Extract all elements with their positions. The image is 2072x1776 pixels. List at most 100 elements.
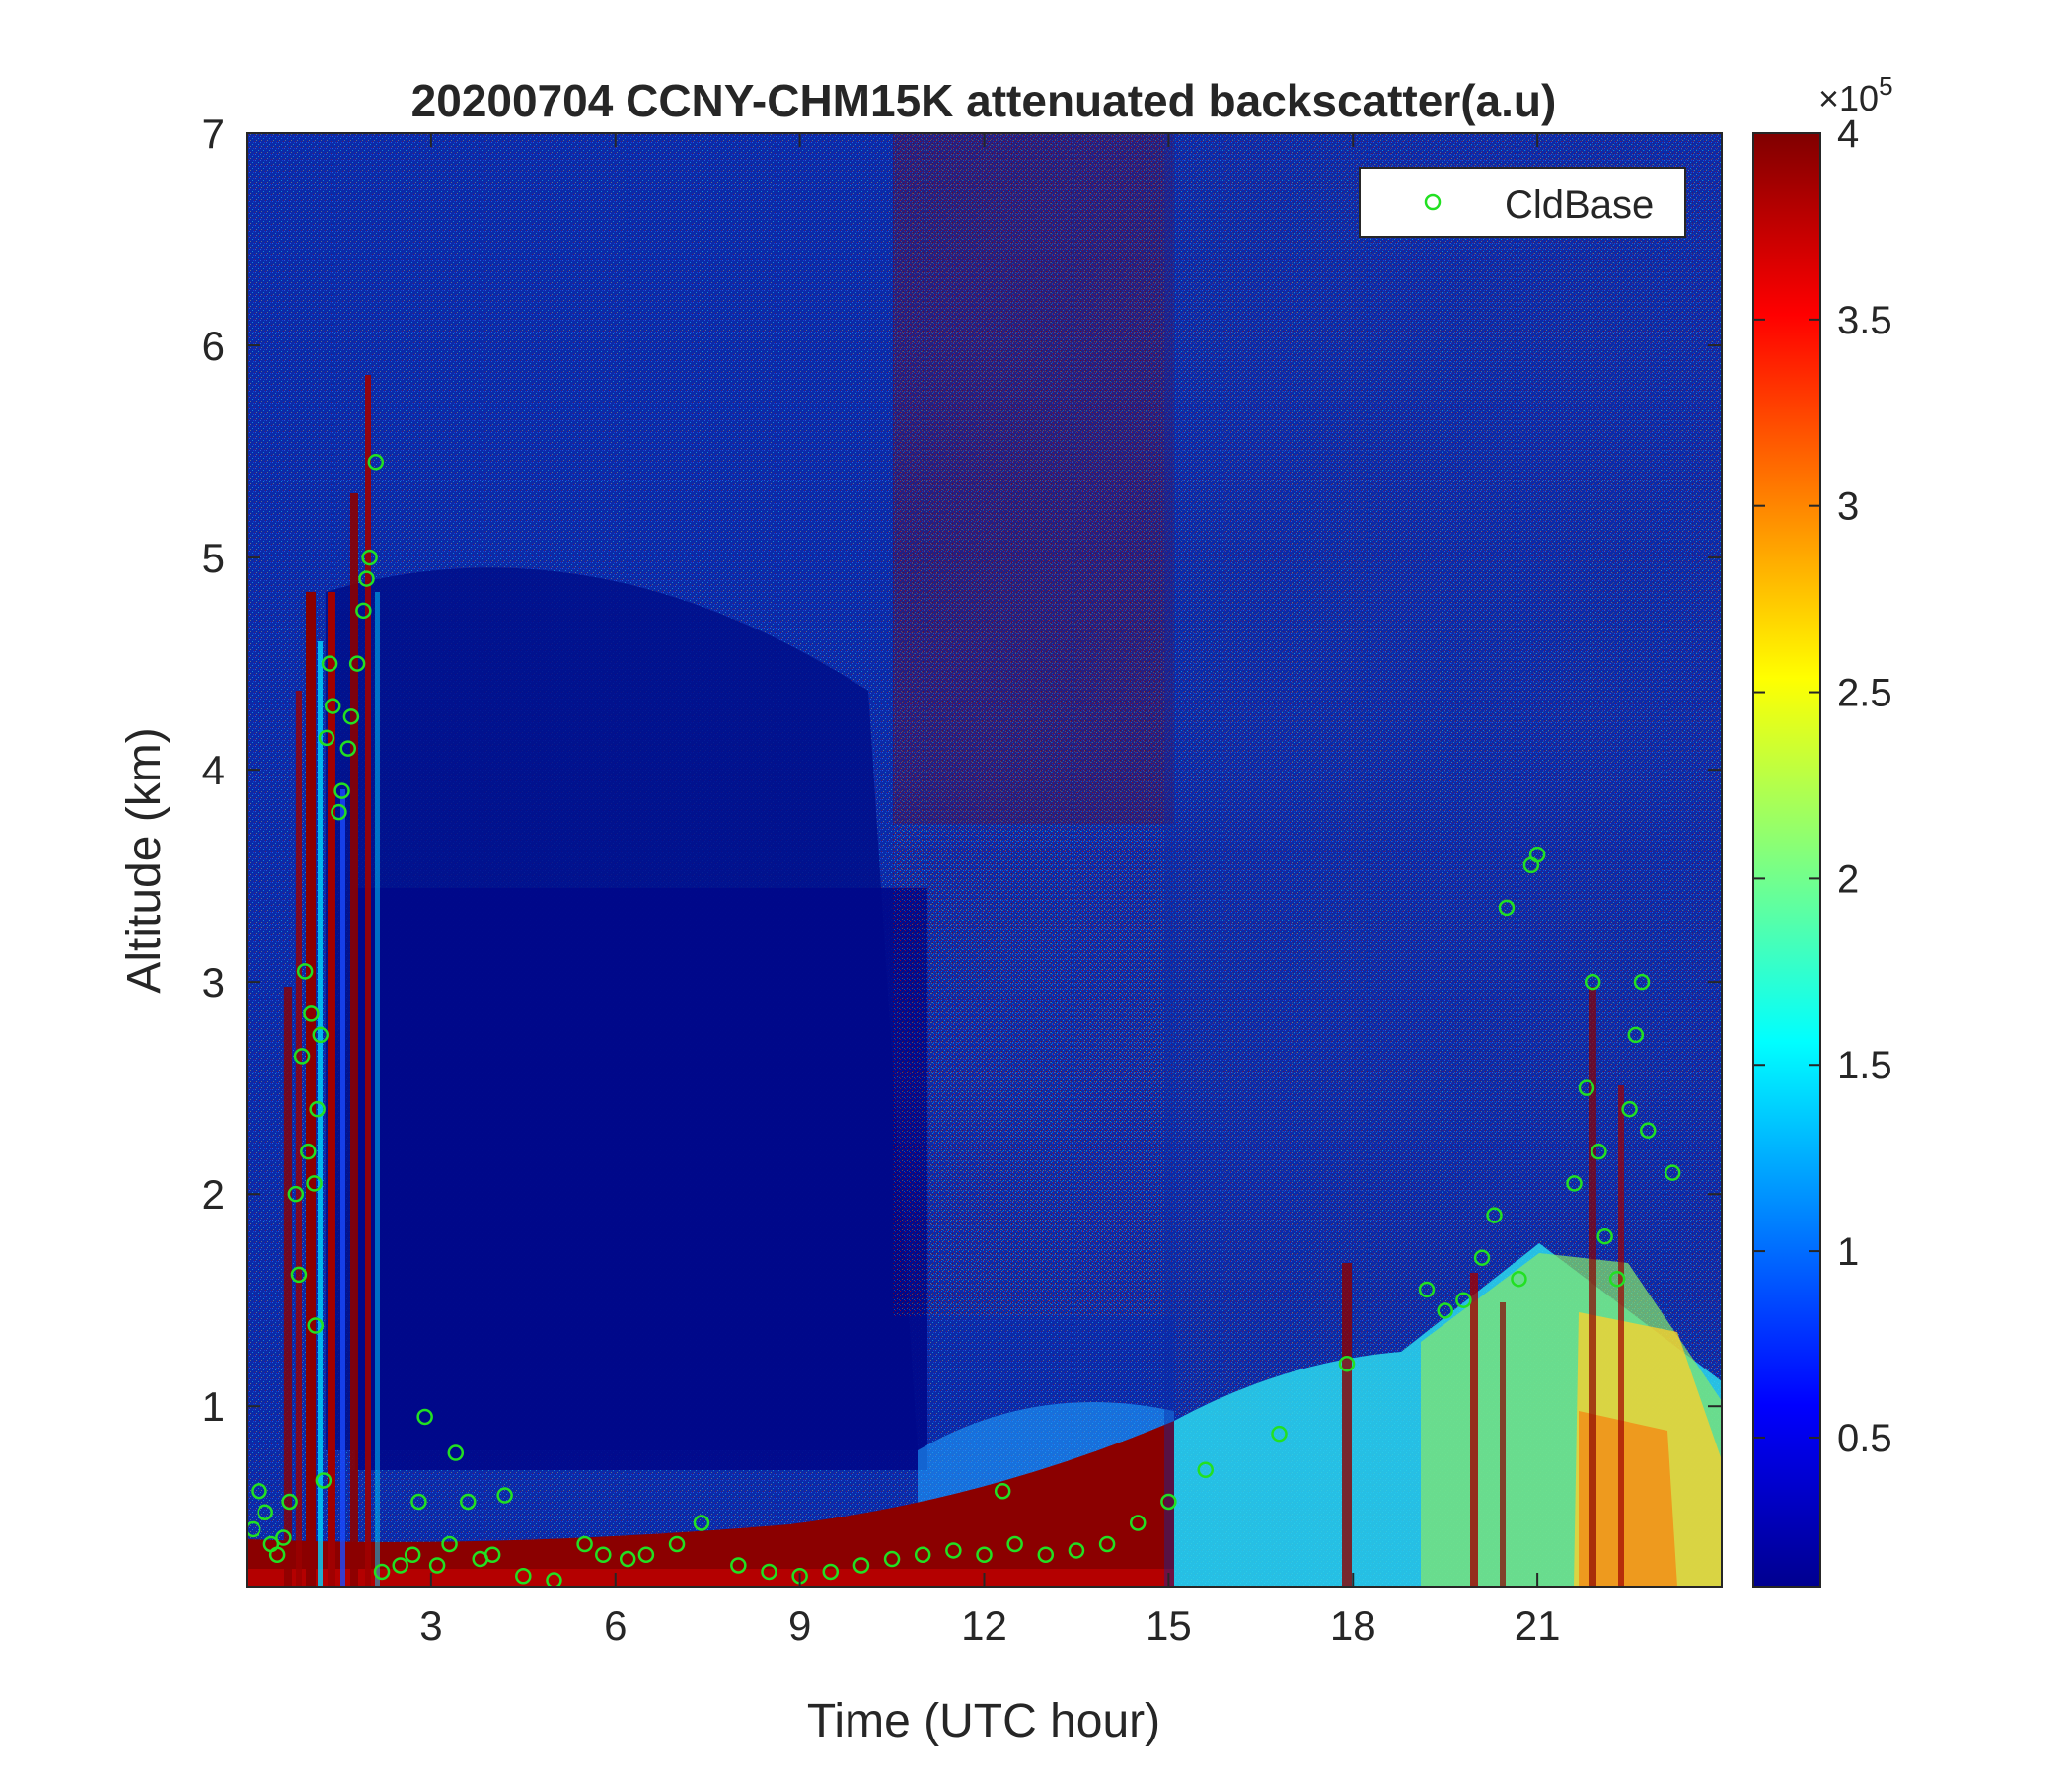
cloud-base-point bbox=[306, 1175, 323, 1192]
legend-marker-cldbase bbox=[1424, 193, 1442, 211]
cloud-base-point bbox=[296, 963, 314, 980]
y-tick-label: 1 bbox=[202, 1383, 225, 1430]
x-tick-label: 12 bbox=[961, 1602, 1007, 1649]
cloud-base-point bbox=[373, 1563, 391, 1581]
cloud-base-point bbox=[1160, 1493, 1177, 1511]
cloud-base-point bbox=[331, 803, 347, 821]
cloud-base-point bbox=[339, 740, 357, 757]
colorbar-tick-label: 3 bbox=[1837, 485, 1859, 529]
cloud-base-point bbox=[1338, 1355, 1356, 1372]
colorbar-tick-label: 1 bbox=[1837, 1230, 1859, 1274]
cloud-base-point bbox=[355, 602, 372, 620]
cloud-base-point bbox=[287, 1185, 305, 1203]
cloud-base-point bbox=[367, 454, 385, 471]
chart-title: 20200704 CCNY-CHM15K attenuated backscat… bbox=[411, 75, 1557, 126]
cloud-base-point bbox=[576, 1535, 593, 1553]
colorbar-exponent: ×105 bbox=[1818, 71, 1893, 118]
cloud-base-point bbox=[1608, 1270, 1626, 1288]
cloud-base-point bbox=[460, 1493, 477, 1511]
cloud-base-point bbox=[976, 1546, 993, 1563]
x-tick-label: 18 bbox=[1330, 1602, 1376, 1649]
cloud-base-point bbox=[300, 1143, 317, 1160]
cloud-base-point bbox=[1566, 1175, 1583, 1192]
cloud-base-point bbox=[303, 1005, 320, 1022]
colorbar-tick-label: 1.5 bbox=[1837, 1044, 1892, 1087]
cloud-base-point bbox=[1621, 1100, 1638, 1118]
cloud-base-point bbox=[1486, 1207, 1503, 1223]
cloud-base-point bbox=[392, 1557, 408, 1574]
cloud-base-point bbox=[515, 1567, 532, 1585]
cloud-base-point bbox=[1578, 1079, 1595, 1096]
colorbar-gradient bbox=[1752, 132, 1821, 1588]
cloud-base-point bbox=[637, 1546, 655, 1563]
cloud-base-point bbox=[1068, 1542, 1085, 1559]
cloud-base-point bbox=[1528, 846, 1546, 863]
cloud-base-point bbox=[730, 1557, 747, 1574]
colorbar-tick-label: 0.5 bbox=[1837, 1417, 1892, 1460]
x-tick-label: 9 bbox=[788, 1602, 811, 1649]
y-axis: 1 2 3 4 5 6 7 bbox=[202, 111, 1722, 1430]
cloud-base-point bbox=[318, 729, 335, 747]
cloud-base-point bbox=[1584, 973, 1601, 991]
cloud-base-point bbox=[348, 655, 366, 672]
cloud-base-point bbox=[1437, 1302, 1453, 1319]
cloud-base-point bbox=[1455, 1292, 1472, 1308]
y-tick-label: 5 bbox=[202, 535, 225, 581]
cloud-base-point bbox=[441, 1535, 458, 1553]
cloud-base-point bbox=[428, 1557, 446, 1574]
cloud-base-point bbox=[1640, 1122, 1657, 1139]
cloud-base-point bbox=[1473, 1249, 1491, 1266]
cloud-base-point bbox=[1197, 1461, 1214, 1478]
cloud-base-point bbox=[268, 1546, 286, 1563]
y-axis-label: Altitude (km) bbox=[118, 727, 171, 993]
cloud-base-point bbox=[1498, 899, 1516, 917]
legend: CldBase bbox=[1359, 167, 1686, 238]
cloud-base-point bbox=[1627, 1026, 1645, 1044]
cloud-base-series bbox=[247, 454, 1681, 1587]
colorbar-tick-label: 2 bbox=[1837, 857, 1859, 901]
cloud-base-point bbox=[247, 1520, 261, 1538]
cloud-base-point bbox=[883, 1550, 901, 1568]
cloud-base-point bbox=[1664, 1164, 1681, 1181]
cloud-base-point bbox=[290, 1266, 308, 1284]
cloud-base-point bbox=[257, 1504, 273, 1520]
cloud-base-point bbox=[293, 1048, 311, 1065]
colorbar-ticks: 0.5 1 1.5 2 2.5 3 3.5 4 bbox=[1753, 112, 1892, 1460]
cloud-base-point bbox=[1418, 1281, 1436, 1298]
y-tick-label: 3 bbox=[202, 959, 225, 1005]
cloud-base-point bbox=[1271, 1425, 1288, 1443]
cloud-base-point bbox=[483, 1546, 501, 1563]
y-tick-label: 2 bbox=[202, 1171, 225, 1218]
cloud-base-point bbox=[281, 1493, 298, 1511]
x-tick-label: 3 bbox=[419, 1602, 442, 1649]
cloud-base-point bbox=[852, 1557, 870, 1574]
cloud-base-point bbox=[668, 1535, 686, 1553]
cloud-base-point bbox=[1006, 1535, 1023, 1553]
y-tick-label: 6 bbox=[202, 323, 225, 369]
cloud-base-point bbox=[619, 1550, 636, 1568]
x-axis: 3 6 9 12 15 18 21 bbox=[419, 133, 1560, 1649]
cloud-base-point bbox=[1591, 1143, 1607, 1160]
cloud-base-point bbox=[496, 1487, 513, 1504]
cloud-base-point bbox=[1633, 973, 1651, 991]
cloud-base-point bbox=[410, 1493, 427, 1511]
cloud-base-point bbox=[275, 1529, 292, 1546]
cloud-base-point bbox=[546, 1572, 562, 1587]
cloud-base-point bbox=[321, 655, 338, 672]
cloud-base-point bbox=[312, 1026, 329, 1044]
cloud-base-point bbox=[1129, 1515, 1147, 1531]
cloud-base-point bbox=[761, 1563, 777, 1581]
colorbar: 0.5 1 1.5 2 2.5 3 3.5 4 ×105 bbox=[1752, 71, 1893, 1588]
cloud-base-point bbox=[251, 1482, 267, 1500]
x-tick-label: 15 bbox=[1146, 1602, 1192, 1649]
colorbar-tick-label: 2.5 bbox=[1837, 672, 1892, 715]
cloud-base-point bbox=[309, 1100, 326, 1118]
cloud-base-point bbox=[447, 1444, 465, 1461]
cloud-base-point bbox=[1596, 1227, 1613, 1245]
cloud-base-point bbox=[416, 1408, 433, 1426]
cloud-base-point bbox=[315, 1472, 333, 1489]
y-tick-label: 7 bbox=[202, 111, 225, 157]
x-tick-label: 6 bbox=[604, 1602, 627, 1649]
x-axis-label: Time (UTC hour) bbox=[807, 1695, 1160, 1747]
